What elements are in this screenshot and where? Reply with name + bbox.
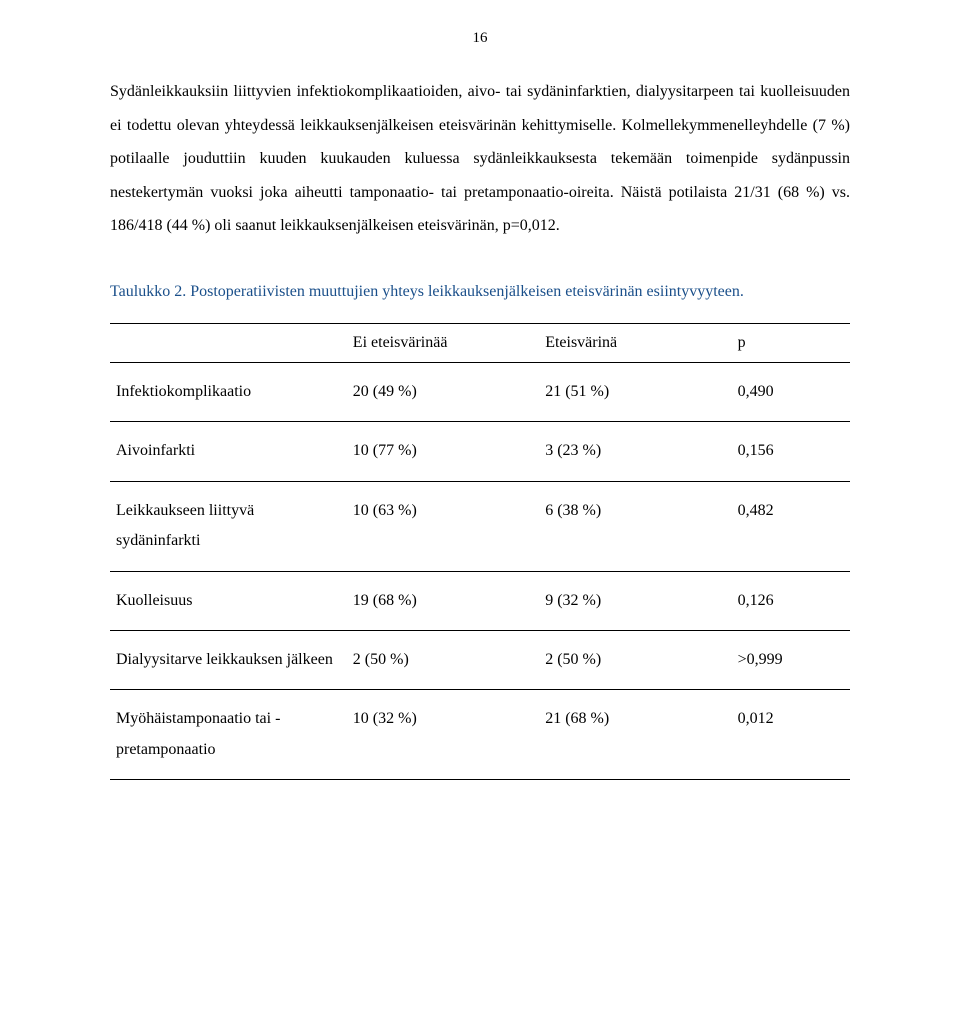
cell: >0,999 bbox=[732, 630, 850, 689]
table-header-row: Ei eteisvärinää Eteisvärinä p bbox=[110, 323, 850, 362]
cell: 2 (50 %) bbox=[347, 630, 539, 689]
cell: 0,156 bbox=[732, 422, 850, 481]
cell: 0,012 bbox=[732, 690, 850, 780]
data-table: Ei eteisvärinää Eteisvärinä p Infektioko… bbox=[110, 323, 850, 780]
cell: 0,490 bbox=[732, 362, 850, 421]
table-row: Dialyysitarve leikkauksen jälkeen 2 (50 … bbox=[110, 630, 850, 689]
cell: 20 (49 %) bbox=[347, 362, 539, 421]
row-label: Leikkaukseen liittyvä sydäninfarkti bbox=[110, 481, 347, 571]
row-label: Kuolleisuus bbox=[110, 571, 347, 630]
row-label: Aivoinfarkti bbox=[110, 422, 347, 481]
cell: 10 (32 %) bbox=[347, 690, 539, 780]
cell: 10 (77 %) bbox=[347, 422, 539, 481]
cell: 19 (68 %) bbox=[347, 571, 539, 630]
page: 16 Sydänleikkauksiin liittyvien infektio… bbox=[0, 0, 960, 1020]
table-header-cell bbox=[110, 323, 347, 362]
cell: 21 (51 %) bbox=[539, 362, 731, 421]
table-header-cell: Ei eteisvärinää bbox=[347, 323, 539, 362]
cell: 0,482 bbox=[732, 481, 850, 571]
cell: 2 (50 %) bbox=[539, 630, 731, 689]
row-label: Dialyysitarve leikkauksen jälkeen bbox=[110, 630, 347, 689]
table-row: Infektiokomplikaatio 20 (49 %) 21 (51 %)… bbox=[110, 362, 850, 421]
body-paragraph: Sydänleikkauksiin liittyvien infektiokom… bbox=[110, 75, 850, 243]
table-header-cell: Eteisvärinä bbox=[539, 323, 731, 362]
table-row: Leikkaukseen liittyvä sydäninfarkti 10 (… bbox=[110, 481, 850, 571]
row-label: Myöhäistamponaatio tai -pretamponaatio bbox=[110, 690, 347, 780]
table-caption: Taulukko 2. Postoperatiivisten muuttujie… bbox=[110, 283, 850, 301]
table-row: Aivoinfarkti 10 (77 %) 3 (23 %) 0,156 bbox=[110, 422, 850, 481]
cell: 3 (23 %) bbox=[539, 422, 731, 481]
table-row: Myöhäistamponaatio tai -pretamponaatio 1… bbox=[110, 690, 850, 780]
cell: 21 (68 %) bbox=[539, 690, 731, 780]
cell: 6 (38 %) bbox=[539, 481, 731, 571]
cell: 10 (63 %) bbox=[347, 481, 539, 571]
table-row: Kuolleisuus 19 (68 %) 9 (32 %) 0,126 bbox=[110, 571, 850, 630]
cell: 9 (32 %) bbox=[539, 571, 731, 630]
page-number: 16 bbox=[110, 30, 850, 47]
table-header-cell: p bbox=[732, 323, 850, 362]
cell: 0,126 bbox=[732, 571, 850, 630]
row-label: Infektiokomplikaatio bbox=[110, 362, 347, 421]
